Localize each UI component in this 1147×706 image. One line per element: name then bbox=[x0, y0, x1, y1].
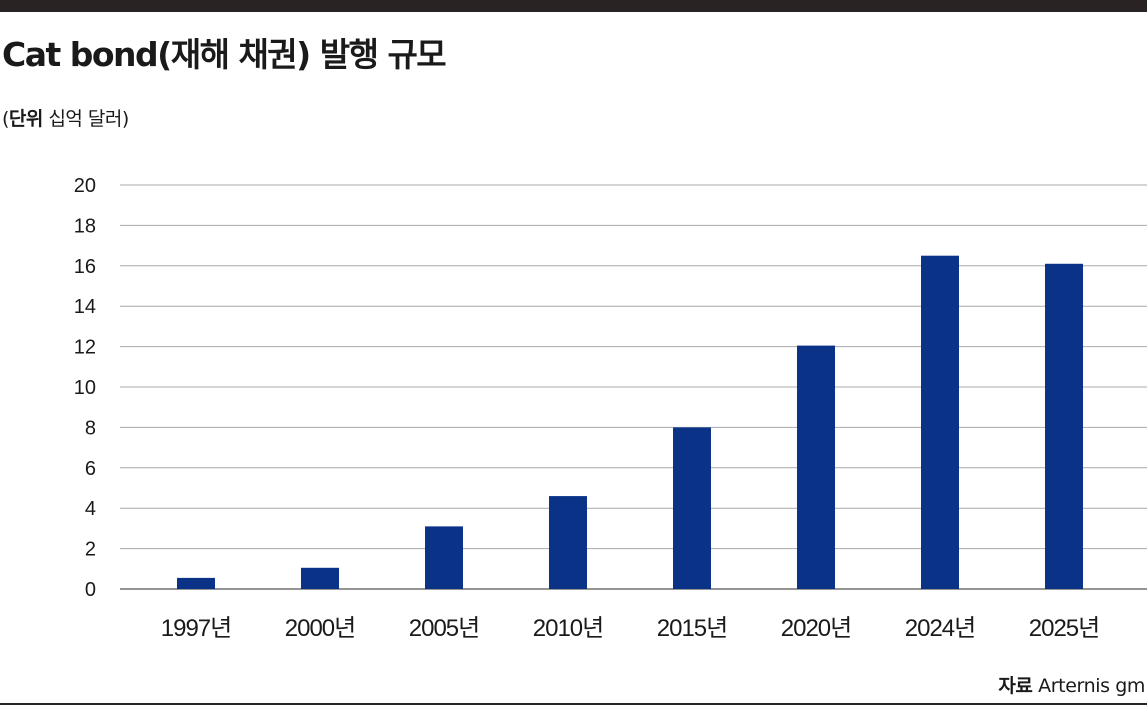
bar-2020년 bbox=[797, 345, 835, 589]
x-tick-label: 2000년 bbox=[285, 615, 355, 642]
unit-note: (단위 십억 달러) bbox=[2, 108, 129, 130]
bar-2000년 bbox=[301, 567, 339, 589]
x-tick-label: 2020년 bbox=[781, 615, 851, 642]
bar-2005년 bbox=[425, 526, 463, 589]
y-tick-label: 16 bbox=[74, 256, 96, 278]
source-note: 자료 Arternis gm bbox=[998, 671, 1145, 698]
y-tick-label: 6 bbox=[85, 458, 96, 480]
top-border bbox=[0, 0, 1147, 12]
y-tick-label: 20 bbox=[74, 175, 96, 197]
bars bbox=[177, 255, 1083, 589]
x-tick-label: 2025년 bbox=[1029, 615, 1099, 642]
x-tick-label: 2005년 bbox=[409, 615, 479, 642]
bar-chart: 0 2 4 6 8 10 12 14 16 18 20 1997년 2000년 2005년 2010년 20… bbox=[74, 175, 1147, 642]
chart-title: Cat bond(재해 채권) 발행 규모 bbox=[2, 35, 447, 74]
y-tick-label: 18 bbox=[74, 215, 96, 237]
source-value: Arternis gm bbox=[1038, 675, 1145, 697]
bar-1997년 bbox=[177, 577, 215, 589]
x-axis-ticks: 1997년 2000년 2005년 2010년 2015년 2020년 2024년 2025년 bbox=[161, 615, 1100, 642]
bar-2010년 bbox=[549, 496, 587, 589]
source-label: 자료 bbox=[998, 675, 1033, 697]
grid-lines bbox=[120, 184, 1147, 590]
bar-2015년 bbox=[673, 427, 711, 589]
y-axis-ticks: 0 2 4 6 8 10 12 14 16 18 20 bbox=[74, 175, 96, 601]
y-tick-label: 10 bbox=[74, 377, 96, 399]
x-tick-label: 1997년 bbox=[161, 615, 231, 642]
y-tick-label: 4 bbox=[85, 498, 96, 520]
y-tick-label: 0 bbox=[85, 579, 96, 601]
y-tick-label: 8 bbox=[85, 417, 96, 439]
y-tick-label: 2 bbox=[85, 539, 96, 561]
y-tick-label: 12 bbox=[74, 337, 96, 359]
unit-label: 단위 bbox=[8, 108, 43, 130]
unit-value: 십억 달러 bbox=[48, 108, 122, 130]
bar-2025년 bbox=[1045, 263, 1083, 589]
bottom-border bbox=[0, 703, 1147, 705]
bar-2024년 bbox=[921, 255, 959, 589]
x-tick-label: 2024년 bbox=[905, 615, 975, 642]
y-tick-label: 14 bbox=[74, 296, 96, 318]
x-tick-label: 2010년 bbox=[533, 615, 603, 642]
x-tick-label: 2015년 bbox=[657, 615, 727, 642]
